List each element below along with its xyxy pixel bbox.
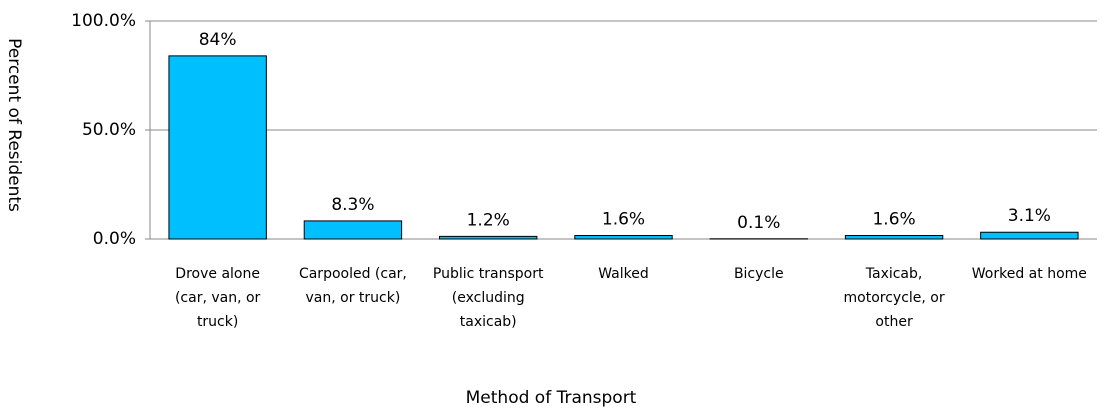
value-label: 1.6% — [602, 210, 645, 230]
value-label: 3.1% — [1008, 206, 1051, 226]
value-label: 1.2% — [467, 210, 510, 230]
x-tick-label: Walked — [598, 266, 649, 282]
y-tick-label: 50.0% — [82, 120, 136, 140]
value-label: 84% — [199, 30, 237, 50]
x-tick-label: Taxicab, motorcycle, or other — [843, 266, 945, 330]
bar — [980, 231, 1079, 240]
value-label: 0.1% — [737, 213, 780, 233]
x-tick-label: Drove alone (car, van, or truck) — [174, 266, 261, 330]
y-tick-label: 100.0% — [71, 11, 136, 31]
y-axis-title: Percent of Residents — [4, 38, 24, 212]
bar — [168, 55, 267, 240]
bar — [439, 235, 538, 240]
bar — [844, 235, 944, 240]
x-tick-label: Worked at home — [971, 266, 1087, 282]
x-tick-label: Carpooled (car, van, or truck) — [298, 266, 407, 306]
value-label: 1.6% — [872, 210, 915, 230]
y-tick-label: 0.0% — [93, 229, 136, 249]
value-label: 8.3% — [331, 195, 374, 215]
bar — [303, 220, 403, 240]
x-tick-label: Bicycle — [733, 266, 784, 282]
x-axis-title: Method of Transport — [466, 388, 637, 408]
bar — [574, 235, 673, 240]
x-tick-label: Public transport (excluding taxicab) — [432, 266, 544, 330]
